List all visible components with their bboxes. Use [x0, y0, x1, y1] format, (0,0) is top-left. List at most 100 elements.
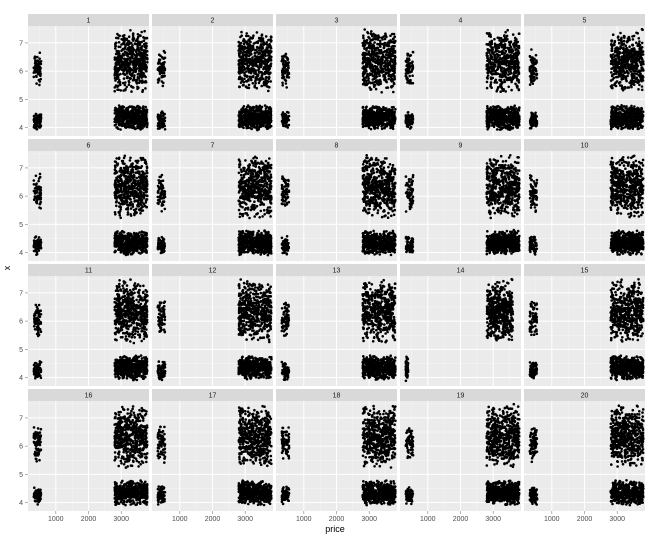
data-point	[503, 61, 506, 64]
data-point	[499, 54, 502, 57]
data-point	[490, 78, 493, 81]
data-point	[127, 66, 130, 69]
data-point	[504, 58, 507, 61]
data-point	[38, 116, 41, 119]
data-point	[266, 70, 269, 73]
data-point	[515, 59, 518, 62]
data-point	[158, 127, 161, 130]
data-point	[132, 66, 135, 69]
data-point	[411, 74, 414, 77]
data-point	[499, 106, 502, 109]
data-point	[126, 48, 129, 51]
data-point	[239, 120, 242, 123]
data-point	[163, 67, 166, 70]
data-point	[130, 85, 133, 88]
data-point	[496, 105, 499, 108]
data-point	[488, 32, 491, 35]
data-point	[138, 82, 141, 85]
data-point	[286, 125, 289, 128]
data-point	[392, 41, 395, 44]
data-point	[487, 72, 490, 75]
data-point	[266, 46, 269, 49]
data-point	[238, 126, 241, 129]
data-point	[281, 84, 284, 87]
data-point	[502, 44, 505, 47]
data-point	[145, 37, 148, 40]
data-point	[265, 35, 268, 38]
data-point	[265, 67, 268, 70]
data-point	[250, 107, 253, 110]
data-point	[388, 115, 391, 118]
facet-panel-5: 5	[524, 14, 645, 136]
data-point	[388, 45, 391, 48]
data-point	[37, 62, 40, 65]
data-point	[260, 37, 263, 40]
data-point	[405, 119, 408, 122]
data-point	[365, 49, 368, 52]
data-point	[269, 46, 272, 49]
data-point	[137, 113, 140, 116]
data-point	[509, 76, 512, 79]
facet-strip-label: 3	[335, 18, 339, 25]
data-point	[262, 68, 265, 71]
data-point	[248, 58, 251, 61]
data-point	[516, 126, 519, 129]
data-point	[363, 68, 366, 71]
data-point	[129, 58, 132, 61]
data-point	[240, 47, 243, 50]
data-point	[261, 73, 264, 76]
data-point	[123, 34, 126, 37]
data-point	[38, 57, 41, 60]
data-point	[488, 110, 491, 113]
data-point	[388, 42, 391, 45]
data-point	[163, 113, 166, 116]
data-point	[237, 41, 240, 44]
data-point	[369, 88, 372, 91]
data-point	[119, 46, 122, 49]
data-point	[136, 67, 139, 70]
data-point	[258, 80, 261, 83]
data-point	[138, 50, 141, 53]
data-point	[124, 51, 127, 54]
data-point	[120, 89, 123, 92]
data-point	[500, 62, 503, 65]
data-point	[390, 65, 393, 68]
data-point	[138, 123, 141, 126]
data-point	[281, 60, 284, 63]
data-point	[281, 82, 284, 85]
data-point	[243, 38, 246, 41]
data-point	[141, 127, 144, 130]
data-point	[144, 106, 147, 109]
data-point	[268, 123, 271, 126]
data-point	[33, 118, 36, 121]
data-point	[515, 54, 518, 57]
data-point	[517, 123, 520, 126]
data-point	[263, 50, 266, 53]
data-point	[161, 64, 164, 67]
data-point	[495, 61, 498, 64]
data-point	[33, 115, 36, 118]
data-point	[531, 75, 534, 78]
data-point	[494, 73, 497, 76]
y-tick-label: 7	[19, 40, 23, 47]
data-point	[254, 52, 257, 55]
data-point	[157, 81, 160, 84]
data-point	[114, 65, 117, 68]
data-point	[387, 86, 390, 89]
data-point	[391, 85, 394, 88]
data-point	[485, 43, 488, 46]
data-point	[363, 118, 366, 121]
data-point	[365, 114, 368, 117]
data-point	[529, 83, 532, 86]
data-point	[255, 109, 258, 112]
data-point	[369, 42, 372, 45]
data-point	[141, 81, 144, 84]
data-point	[514, 112, 517, 115]
data-point	[139, 106, 142, 109]
data-point	[262, 110, 265, 113]
data-point	[362, 106, 365, 109]
data-point	[486, 122, 489, 125]
data-point	[250, 125, 253, 128]
data-point	[365, 106, 368, 109]
